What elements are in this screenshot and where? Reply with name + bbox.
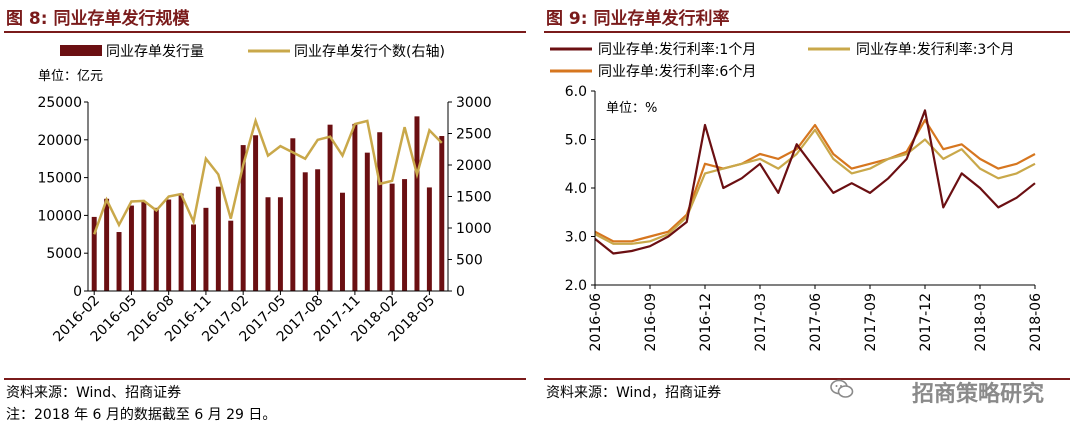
bar-volume-2017-08 [315,169,321,291]
legend-label-count: 同业存单发行个数(右轴) [294,44,445,60]
line-rate-6m [594,118,1036,243]
bar-volume-2016-02 [91,216,97,291]
ytick-right-label: 2500 [456,127,492,143]
bar-volume-2017-12 [364,152,370,291]
line-count-series [93,116,443,235]
bar-volume-2017-07 [302,172,308,291]
bar-volume-2016-03 [104,198,110,291]
bar-volume-2016-06 [141,201,147,291]
bar-volume-2017-09 [327,124,333,292]
xtick-label: 2018-06 [1028,293,1044,352]
wechat-icon [830,379,854,398]
bar-volume-2016-05 [128,205,134,291]
ytick-left-label: 10000 [37,208,82,224]
unit-label: 单位：亿元 [38,69,103,84]
ytick-left-label: 20000 [37,133,82,149]
ytick-label: 6.0 [565,84,587,100]
bar-volume-2016-10 [191,224,196,291]
ytick-left-label: 25000 [37,95,82,111]
bar-volume-2016-07 [153,207,159,291]
bar-volume-2016-08 [166,199,172,291]
right-bottom-rule [544,378,1070,380]
legend-label-volume: 同业存单发行量 [106,44,204,60]
ytick-label: 4.0 [565,181,587,197]
ytick-left-label: 0 [73,284,82,300]
legend-label-3m: 同业存单:发行利率:3个月 [856,41,1014,58]
left-chart-title: 图 8: 同业存单发行规模 [6,9,190,29]
ytick-left-label: 5000 [46,246,82,262]
xtick-label: 2016-12 [698,293,714,352]
ytick-label: 3.0 [565,230,587,246]
right-chart-title: 图 9: 同业存单发行利率 [546,9,730,29]
left-source: 资料来源：Wind、招商证券 [6,385,182,401]
xtick-label: 2016-09 [643,293,659,352]
ytick-right-label: 500 [456,253,483,269]
bar-volume-2016-09 [178,193,184,291]
xtick-label: 2017-06 [808,293,824,352]
xtick-label: 2017-09 [863,293,879,352]
legend-swatch-volume [60,45,102,56]
bar-volume-2017-11 [352,123,358,291]
left-chart-svg: 同业存单发行量 同业存单发行个数(右轴)单位：亿元0500010000150002… [37,44,492,345]
bar-volume-2017-02 [240,145,246,291]
bar-volume-2017-01 [228,220,234,291]
left-bottom-rule [4,378,526,380]
bar-volume-2016-12 [215,186,221,291]
ytick-right-label: 2000 [456,158,492,174]
line-rate-3m [594,128,1036,245]
watermark-text: 招商策略研究 [911,382,1044,407]
left-note: 注：2018 年 6 月的数据截至 6 月 29 日。 [6,407,277,423]
bar-volume-2017-05 [277,197,283,291]
right-source: 资料来源：Wind，招商证券 [546,385,722,401]
unit-label: 单位：% [606,101,657,116]
right-chart-panel: 图 9: 同业存单发行利率 同业存单:发行利率:1个月 同业存单:发行利率:3个月… [540,0,1080,437]
bar-volume-2018-05 [426,187,432,291]
bar-volume-2016-11 [203,207,209,291]
ytick-left-label: 15000 [37,171,82,187]
bar-volume-2017-10 [340,192,345,291]
xtick-label: 2018-03 [973,293,989,352]
right-chart-svg: 同业存单:发行利率:1个月 同业存单:发行利率:3个月同业存单:发行利率:6个月单… [550,41,1044,352]
ytick-label: 5.0 [565,133,587,149]
ytick-label: 2.0 [565,278,587,294]
right-title-rule [544,31,1070,33]
xtick-label: 2017-12 [918,293,934,352]
bar-volume-2018-06 [439,136,445,291]
xtick-label: 2016-06 [588,293,604,352]
bar-volume-2016-04 [116,232,122,291]
legend-label-6m: 同业存单:发行利率:6个月 [598,63,756,80]
left-chart-panel: 图 8: 同业存单发行规模 同业存单发行量 同业存单发行个数(右轴) 单位：亿元 0 5… [0,0,530,437]
left-title-rule [4,31,526,33]
bar-volume-2018-04 [414,116,420,291]
xtick-label: 2017-03 [753,293,769,352]
ytick-right-label: 3000 [456,95,492,111]
bar-volume-2017-06 [290,138,296,291]
legend-label-1m: 同业存单:发行利率:1个月 [598,41,756,58]
line-rate-1m [594,109,1036,255]
ytick-right-label: 0 [456,284,465,300]
bar-volume-2017-04 [265,197,271,291]
bar-volume-2017-03 [253,135,259,291]
bar-volume-2018-02 [389,183,395,291]
bar-volume-2018-01 [377,132,383,291]
ytick-right-label: 1500 [456,190,492,206]
bar-volume-2018-03 [402,179,408,291]
ytick-right-label: 1000 [456,221,492,237]
